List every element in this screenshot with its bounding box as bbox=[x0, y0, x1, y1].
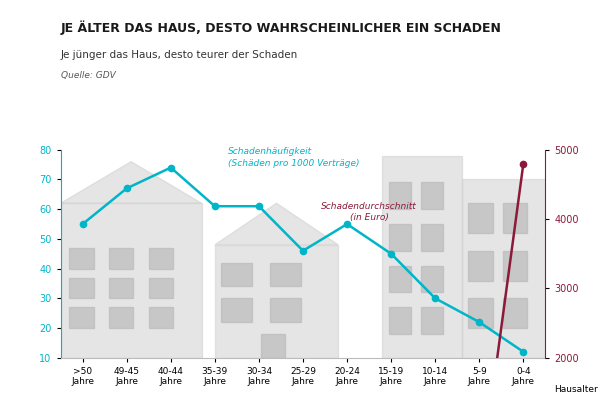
Bar bbox=[468, 298, 493, 328]
Bar bbox=[421, 183, 443, 209]
Polygon shape bbox=[215, 203, 338, 245]
Text: JE ÄLTER DAS HAUS, DESTO WAHRSCHEINLICHER EIN SCHADEN: JE ÄLTER DAS HAUS, DESTO WAHRSCHEINLICHE… bbox=[61, 21, 502, 35]
Bar bbox=[109, 248, 133, 269]
Bar bbox=[215, 245, 338, 358]
Bar bbox=[221, 298, 252, 322]
Bar bbox=[148, 307, 173, 328]
Text: Hausalter: Hausalter bbox=[554, 385, 598, 394]
Bar bbox=[389, 307, 411, 334]
Bar bbox=[221, 262, 252, 287]
Text: Je jünger das Haus, desto teurer der Schaden: Je jünger das Haus, desto teurer der Sch… bbox=[61, 50, 298, 60]
Bar bbox=[502, 298, 527, 328]
Bar bbox=[421, 266, 443, 292]
Bar bbox=[389, 183, 411, 209]
Bar bbox=[109, 307, 133, 328]
Bar bbox=[389, 266, 411, 292]
Bar bbox=[148, 248, 173, 269]
Bar bbox=[421, 307, 443, 334]
Bar bbox=[70, 277, 94, 298]
Bar bbox=[70, 248, 94, 269]
Bar bbox=[61, 203, 202, 358]
Bar bbox=[502, 251, 527, 280]
Bar bbox=[382, 156, 462, 358]
Bar bbox=[389, 224, 411, 251]
Bar bbox=[148, 277, 173, 298]
Text: Schadenhäufigkeit
(Schäden pro 1000 Verträge): Schadenhäufigkeit (Schäden pro 1000 Vert… bbox=[228, 148, 359, 168]
Bar bbox=[421, 224, 443, 251]
Text: Quelle: GDV: Quelle: GDV bbox=[61, 71, 115, 80]
Bar bbox=[109, 277, 133, 298]
Bar bbox=[270, 262, 301, 287]
Bar bbox=[270, 298, 301, 322]
Bar bbox=[70, 307, 94, 328]
Polygon shape bbox=[61, 162, 202, 203]
Bar bbox=[261, 334, 285, 358]
Bar bbox=[468, 251, 493, 280]
Bar bbox=[502, 203, 527, 233]
Text: Schadendurchschnitt
(in Euro): Schadendurchschnitt (in Euro) bbox=[321, 202, 417, 222]
Bar bbox=[462, 179, 550, 358]
Bar bbox=[468, 203, 493, 233]
